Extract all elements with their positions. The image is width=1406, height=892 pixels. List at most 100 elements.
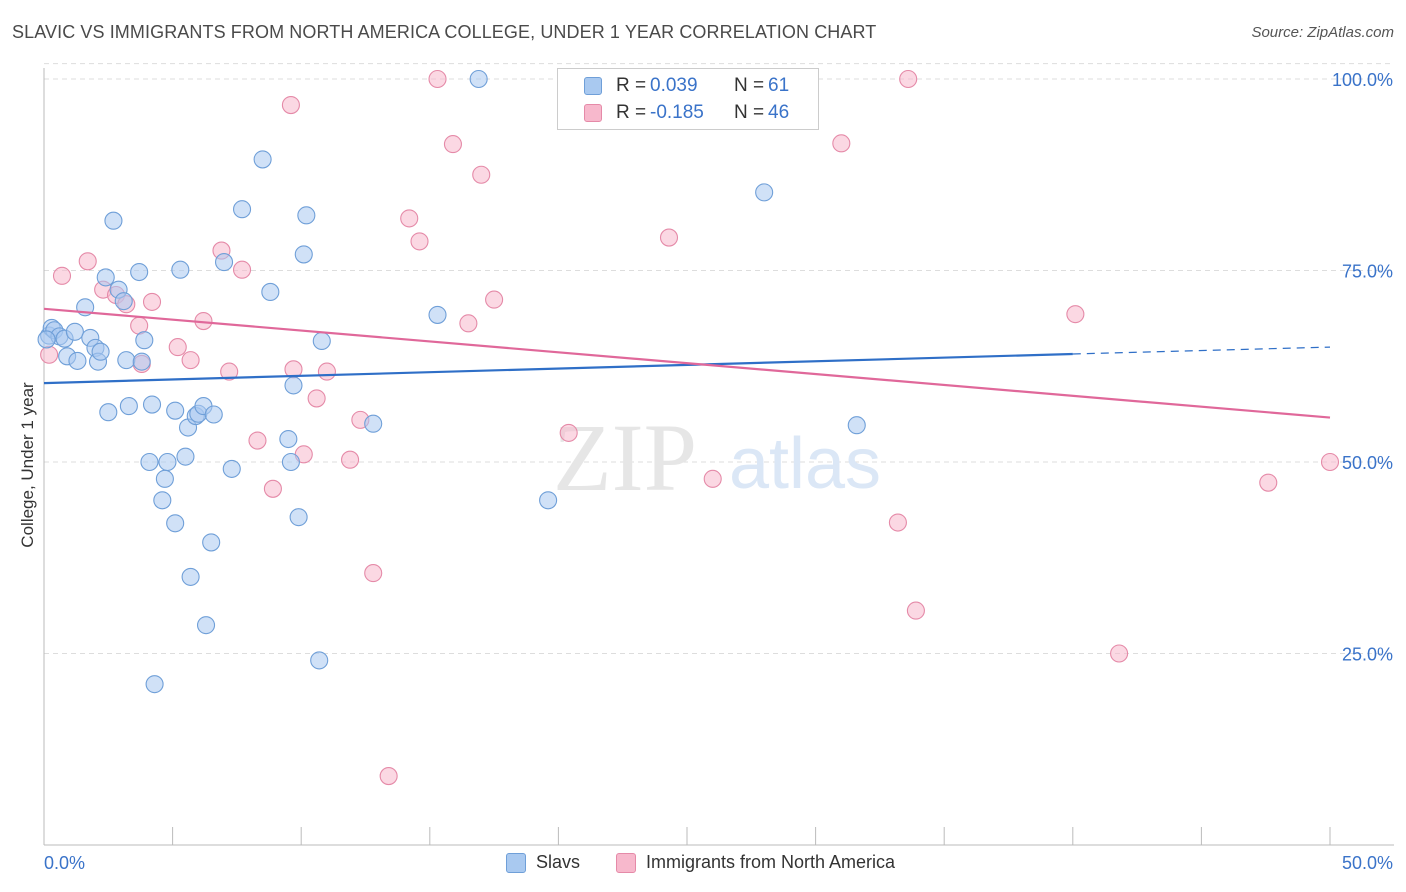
slavs-point [91,342,110,361]
immigrants-point [459,314,478,333]
slavs-point [196,616,216,635]
trend-layer [43,307,1331,419]
slavs-point [171,260,190,279]
slavs-point [104,211,123,230]
slavs-point [181,567,200,586]
immigrants-point [832,134,851,153]
slavs-point [166,401,185,420]
slavs-point [222,459,241,478]
immigrants-point [443,135,462,154]
immigrants-legend-swatch [616,853,636,873]
immigrants-trend-line [43,307,1331,419]
slavs-point [99,403,118,422]
slavs-point [284,376,303,395]
slavs-point [158,452,177,472]
immigrants-point [52,266,72,285]
immigrants-point [232,260,252,279]
slavs-point [294,245,313,264]
immigrants-r-value: -0.185 [650,102,704,123]
points-layer [37,69,1340,786]
immigrants-point [281,95,300,115]
immigrants-point [364,564,383,583]
series-legend: Slavs Immigrants from North America [0,852,1406,878]
slavs-point [364,414,383,433]
slavs-point [145,675,164,694]
axis-layer [43,68,1394,846]
slavs-point [253,150,272,169]
slavs-point [130,262,149,282]
slavs-point [297,206,316,225]
slavs-point [155,469,174,488]
immigrants-point [220,362,239,381]
slavs-trend-line-extension [1072,346,1331,355]
correlation-legend: R = 0.039 N = 61 R = -0.185 N = 46 [557,68,819,130]
slavs-n-label: N = [734,75,765,96]
immigrants-point [181,351,200,370]
slavs-point [117,351,136,370]
slavs-point [153,491,172,510]
immigrants-point [485,290,504,309]
slavs-legend-swatch [506,853,526,873]
immigrants-point [40,345,59,364]
slavs-point [539,491,558,510]
immigrants-point [248,431,267,450]
immigrants-point [559,423,578,442]
immigrants-swatch [584,104,602,122]
slavs-point [214,253,234,272]
y-axis-label: College, Under 1 year [18,382,37,548]
immigrants-legend-label: Immigrants from North America [646,852,896,872]
slavs-r-value: 0.039 [650,75,698,96]
slavs-point [68,351,87,370]
slavs-swatch [584,77,602,95]
slavs-n-value: 61 [768,75,790,96]
immigrants-point [906,601,925,620]
slavs-trend-line [43,352,1073,385]
slavs-point [166,514,185,533]
immigrants-n-label: N = [734,102,765,123]
slavs-point [261,282,280,301]
slavs-point [65,322,84,341]
watermark: ZIP atlas [553,404,881,511]
x-tick-label-max: 50.0% [1342,853,1393,873]
immigrants-point [379,767,398,786]
immigrants-point [263,479,282,498]
immigrants-point [1320,452,1340,472]
immigrants-point [78,252,97,271]
immigrants-point [341,450,360,469]
immigrants-point [142,292,162,311]
slavs-point [142,395,162,414]
slavs-point [135,331,154,350]
immigrants-point [1066,305,1085,324]
immigrants-point [317,362,336,381]
immigrants-point [703,469,722,488]
grid-layer [44,63,1394,654]
chart-title: SLAVIC VS IMMIGRANTS FROM NORTH AMERICA … [12,22,877,42]
slavs-point [310,651,329,670]
y-tick-label: 75.0% [1342,262,1393,282]
slavs-point [202,533,221,552]
immigrants-point [659,228,679,247]
slavs-point [132,352,151,371]
y-tick-label: 50.0% [1342,453,1393,473]
slavs-point [847,416,866,435]
slavs-point [96,268,115,287]
immigrants-point [168,338,187,357]
source-label: Source: ZipAtlas.com [1251,24,1394,41]
immigrants-n-value: 46 [768,102,790,123]
immigrants-point [410,232,429,251]
immigrants-point [307,389,326,408]
slavs-point [428,305,447,324]
immigrants-point [1259,473,1278,492]
slavs-point [114,292,133,311]
watermark-atlas: atlas [729,424,881,504]
slavs-point [176,447,195,466]
immigrants-point [400,209,419,228]
slavs-point [289,508,308,527]
slavs-point [281,452,300,472]
slavs-point [119,397,138,416]
immigrants-point [472,165,491,184]
watermark-zip: ZIP [553,404,697,511]
immigrants-point [1110,644,1129,663]
slavs-legend-label: Slavs [536,852,581,872]
